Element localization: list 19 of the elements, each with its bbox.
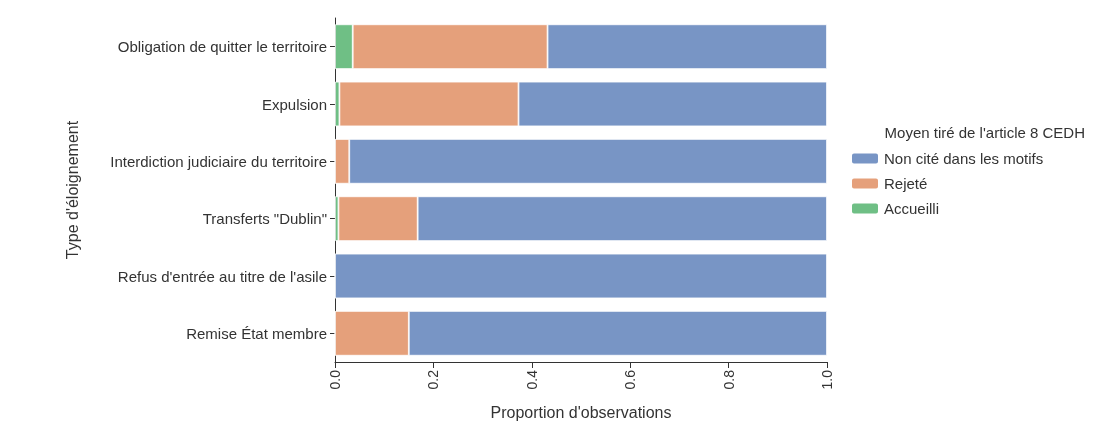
legend-title: Moyen tiré de l'article 8 CEDH (884, 124, 1085, 141)
y-tick-label: Interdiction judiciaire du territoire (110, 152, 327, 170)
y-tick-label: Obligation de quitter le territoire (117, 38, 327, 56)
x-tick-label: 0.0 (327, 369, 343, 390)
legend-label: Non cité dans les motifs (884, 150, 1044, 167)
y-tick-label: Expulsion (261, 95, 327, 113)
legend-label: Accueilli (884, 200, 940, 217)
y-tick-label: Transferts "Dublin" (202, 210, 327, 228)
x-tick-label: 0.8 (720, 369, 737, 390)
x-tick-label: 0.4 (523, 369, 540, 390)
y-tick-label: Remise État membre (186, 324, 327, 342)
y-tick-label: Refus d'entrée au titre de l'asile (117, 267, 327, 285)
legend-label: Rejeté (884, 175, 928, 192)
bar (335, 253, 827, 299)
x-tick-label: 0.6 (622, 369, 639, 390)
y-axis-title: Type d'éloignement (63, 120, 81, 260)
x-axis-title: Proportion d'observations (490, 403, 672, 421)
x-tick-label: 1.0 (819, 369, 835, 390)
x-tick-label: 0.2 (425, 369, 442, 390)
